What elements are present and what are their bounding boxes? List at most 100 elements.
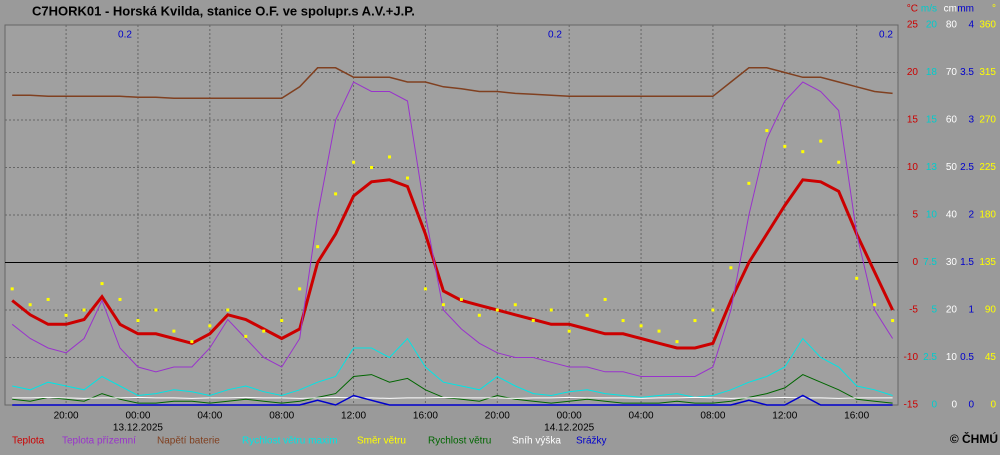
y3-tick-label: 50 [946,162,958,173]
y2-tick-label: 18 [926,67,938,78]
data-point [729,266,733,270]
data-point [46,297,50,301]
y3-tick-label: 0 [951,400,957,411]
y-tick-label: 5 [912,210,918,221]
x-tick-label: 00:00 [125,411,150,422]
data-point [855,276,859,280]
x-tick-label: 08:00 [700,411,725,422]
y3-tick-label: 80 [946,20,958,31]
data-point [208,324,212,328]
y5-tick-label: 45 [985,352,997,363]
annotation: 0.2 [879,30,893,41]
y4-tick-label: 3.5 [960,67,974,78]
data-point [82,308,86,312]
data-point [10,287,14,291]
y2-tick-label: 7.5 [923,257,937,268]
data-point [298,287,302,291]
y5-tick-label: 225 [979,162,996,173]
data-point [495,308,499,312]
annotation: 0.2 [548,30,562,41]
y3-tick-label: 60 [946,115,958,126]
legend-entry: Směr větru [357,436,406,447]
data-point [837,160,841,164]
data-point [603,297,607,301]
legend-entry: Teplota [12,436,45,447]
y4-tick-label: 0 [968,400,974,411]
axis-unit: cm [944,4,957,15]
y-tick-label: 15 [907,115,919,126]
y2-tick-label: 2.5 [923,352,937,363]
data-point [567,329,571,333]
data-point [585,313,589,317]
y2-tick-label: 10 [926,210,938,221]
chart-title: C7HORK01 - Horská Kvilda, stanice O.F. v… [32,3,415,18]
series-line [11,81,894,377]
y5-tick-label: 180 [979,210,996,221]
date-label: 13.12.2025 [113,423,163,434]
axis-unit: ° [992,4,996,15]
data-point [693,319,697,323]
data-point [172,329,176,333]
data-point [747,181,751,185]
y2-tick-label: 20 [926,20,938,31]
data-point [801,150,805,154]
y2-tick-label: 13 [926,162,938,173]
y4-tick-label: 0.5 [960,352,974,363]
legend-entry: Srážky [576,436,607,447]
data-point [154,308,158,312]
legend-entry: Rychlost větru [428,436,491,447]
data-point [388,155,392,159]
y-tick-label: 20 [907,67,919,78]
copyright: © ČHMÚ [950,431,998,446]
x-tick-label: 04:00 [629,411,654,422]
legend-entry: Napětí baterie [157,436,220,447]
axis-unit: °C [907,4,918,15]
y-tick-label: -5 [909,305,918,316]
data-point [244,334,248,338]
x-tick-label: 16:00 [844,411,869,422]
y5-tick-label: 0 [990,400,996,411]
x-tick-label: 20:00 [485,411,510,422]
axis-unit: mm [957,4,974,15]
data-point [873,303,877,307]
data-point [459,297,463,301]
y3-tick-label: 70 [946,67,958,78]
data-point [675,340,679,344]
y4-tick-label: 4 [968,20,974,31]
axis-unit: m/s [921,4,937,15]
annotation: 0.2 [118,30,132,41]
y4-tick-label: 2 [968,210,974,221]
y3-tick-label: 10 [946,352,958,363]
x-tick-label: 08:00 [269,411,294,422]
y-tick-label: 10 [907,162,919,173]
y3-tick-label: 40 [946,210,958,221]
x-tick-label: 04:00 [197,411,222,422]
data-point [621,319,625,323]
data-point [711,308,715,312]
date-label: 14.12.2025 [544,423,594,434]
data-point [531,319,535,323]
data-point [891,319,895,323]
data-point [783,144,787,148]
y4-tick-label: 1 [968,305,974,316]
data-point [549,308,553,312]
data-point [657,329,661,333]
y4-tick-label: 2.5 [960,162,974,173]
y-tick-label: 0 [912,257,918,268]
y3-tick-label: 20 [946,305,958,316]
series-line [12,67,893,99]
x-tick-label: 16:00 [413,411,438,422]
x-tick-label: 20:00 [54,411,79,422]
data-point [190,340,194,344]
data-point [639,324,643,328]
data-point [64,313,68,317]
data-point [28,303,32,307]
x-tick-label: 12:00 [772,411,797,422]
data-point [118,297,122,301]
y5-tick-label: 135 [979,257,996,268]
data-point [370,166,374,169]
data-point [441,303,445,307]
y5-tick-label: 270 [979,115,996,126]
y-tick-label: -15 [904,400,919,411]
